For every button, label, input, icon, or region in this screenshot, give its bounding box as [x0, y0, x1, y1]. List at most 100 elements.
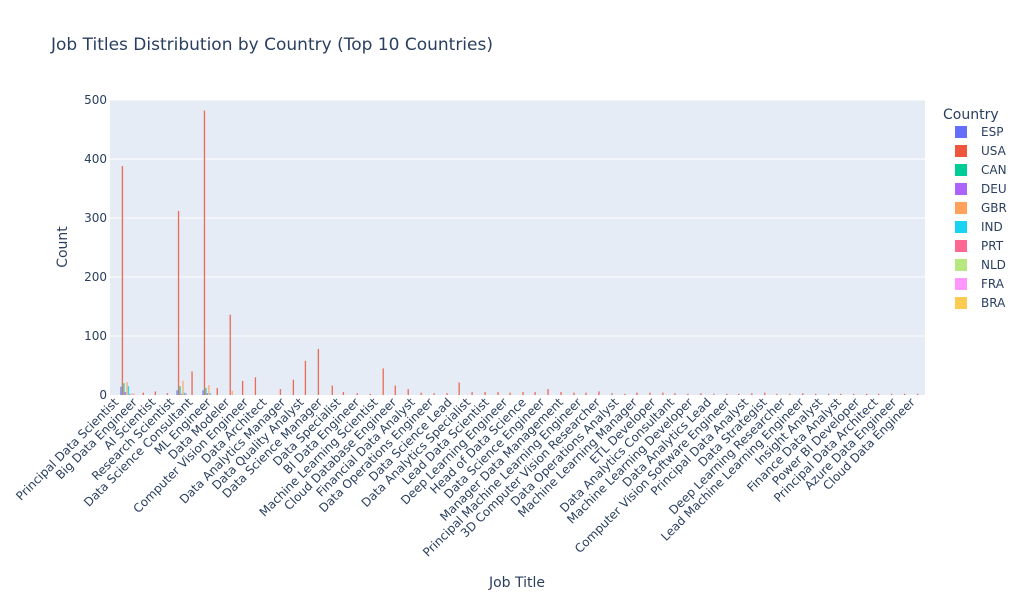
bar-usa[interactable]: [292, 379, 295, 395]
legend-swatch-usa[interactable]: [955, 145, 967, 157]
legend-swatch-gbr[interactable]: [955, 202, 967, 214]
bar-usa[interactable]: [522, 392, 524, 395]
legend-swatch-fra[interactable]: [955, 278, 967, 290]
bar-usa[interactable]: [853, 393, 855, 395]
bar-usa[interactable]: [573, 392, 575, 395]
bar-usa[interactable]: [636, 392, 638, 395]
bar-usa[interactable]: [890, 393, 893, 395]
bar-esp[interactable]: [202, 390, 204, 395]
bar-deu[interactable]: [124, 392, 127, 395]
bar-deu[interactable]: [180, 393, 183, 395]
bar-usa[interactable]: [726, 393, 728, 395]
bar-usa[interactable]: [828, 393, 830, 395]
bar-usa[interactable]: [751, 393, 753, 395]
bar-usa[interactable]: [802, 393, 804, 395]
bar-usa[interactable]: [598, 391, 600, 395]
bar-can[interactable]: [205, 387, 207, 395]
bar-nld[interactable]: [130, 393, 133, 395]
bar-fra[interactable]: [132, 393, 134, 395]
bar-usa[interactable]: [394, 385, 396, 395]
bar-usa[interactable]: [700, 393, 702, 395]
bar-usa[interactable]: [229, 314, 231, 395]
bar-usa[interactable]: [687, 393, 689, 395]
bar-gbr[interactable]: [182, 380, 184, 395]
bar-usa[interactable]: [662, 392, 664, 395]
bar-usa[interactable]: [279, 389, 282, 395]
bar-usa[interactable]: [342, 392, 345, 395]
bar-bra[interactable]: [133, 393, 136, 395]
legend-swatch-bra[interactable]: [955, 297, 967, 309]
legend-label-can[interactable]: CAN: [981, 163, 1007, 177]
bar-usa[interactable]: [547, 389, 549, 395]
bar-esp[interactable]: [176, 390, 178, 395]
bar-usa[interactable]: [484, 392, 486, 395]
bar-usa[interactable]: [674, 393, 676, 395]
legend-swatch-nld[interactable]: [955, 259, 967, 271]
legend-swatch-deu[interactable]: [955, 183, 967, 195]
bar-usa[interactable]: [471, 392, 473, 395]
legend-label-prt[interactable]: PRT: [981, 239, 1004, 253]
bar-usa[interactable]: [304, 360, 307, 395]
bar-usa[interactable]: [317, 348, 320, 395]
bar-usa[interactable]: [203, 110, 206, 396]
bar-usa[interactable]: [241, 380, 244, 395]
bar-usa[interactable]: [560, 392, 562, 395]
bar-gbr[interactable]: [208, 384, 210, 395]
bar-usa[interactable]: [497, 392, 499, 395]
bar-usa[interactable]: [916, 393, 919, 395]
bar-deu[interactable]: [206, 393, 209, 395]
legend-swatch-esp[interactable]: [955, 126, 967, 138]
bar-gbr[interactable]: [231, 390, 233, 395]
bar-ind[interactable]: [209, 393, 212, 395]
legend-label-fra[interactable]: FRA: [981, 277, 1005, 291]
bar-usa[interactable]: [254, 377, 257, 395]
bar-usa[interactable]: [878, 393, 880, 395]
bar-usa[interactable]: [840, 393, 842, 395]
legend-label-nld[interactable]: NLD: [981, 258, 1006, 272]
bar-usa[interactable]: [624, 393, 626, 395]
bar-ind[interactable]: [183, 392, 186, 395]
legend-swatch-can[interactable]: [955, 164, 967, 176]
bar-usa[interactable]: [407, 389, 409, 395]
bar-usa[interactable]: [356, 393, 358, 395]
legend-label-usa[interactable]: USA: [981, 144, 1007, 158]
bar-esp[interactable]: [120, 386, 122, 395]
bar-usa[interactable]: [458, 382, 460, 395]
bar-usa[interactable]: [142, 392, 144, 395]
bar-usa[interactable]: [446, 393, 448, 395]
bar-usa[interactable]: [433, 393, 435, 395]
legend-label-gbr[interactable]: GBR: [981, 201, 1007, 215]
bar-usa[interactable]: [331, 385, 333, 395]
bar-usa[interactable]: [789, 393, 791, 395]
bar-ind[interactable]: [127, 386, 130, 395]
bar-prt[interactable]: [185, 393, 187, 395]
bar-prt[interactable]: [129, 393, 131, 395]
bar-usa[interactable]: [177, 210, 180, 395]
bar-gbr[interactable]: [126, 382, 128, 395]
bar-usa[interactable]: [815, 393, 817, 395]
bar-usa[interactable]: [216, 387, 218, 395]
bar-usa[interactable]: [191, 371, 193, 395]
bar-usa[interactable]: [903, 393, 906, 395]
bar-usa[interactable]: [382, 368, 384, 395]
bar-usa[interactable]: [649, 392, 651, 395]
legend-swatch-ind[interactable]: [955, 221, 967, 233]
bar-usa[interactable]: [611, 393, 613, 395]
legend-label-ind[interactable]: IND: [981, 220, 1003, 234]
bar-usa[interactable]: [166, 393, 169, 395]
legend-swatch-prt[interactable]: [955, 240, 967, 252]
legend-label-bra[interactable]: BRA: [981, 296, 1006, 310]
bar-usa[interactable]: [776, 393, 778, 395]
bar-usa[interactable]: [585, 392, 587, 395]
bar-usa[interactable]: [738, 393, 740, 395]
bar-usa[interactable]: [509, 392, 511, 395]
bar-usa[interactable]: [369, 393, 371, 395]
bar-usa[interactable]: [764, 392, 766, 395]
bar-usa[interactable]: [154, 391, 157, 395]
bar-usa[interactable]: [865, 393, 868, 395]
bar-usa[interactable]: [713, 393, 715, 395]
legend-label-deu[interactable]: DEU: [981, 182, 1007, 196]
bar-can[interactable]: [123, 383, 125, 395]
bar-usa[interactable]: [420, 392, 422, 395]
bar-usa[interactable]: [534, 392, 536, 395]
